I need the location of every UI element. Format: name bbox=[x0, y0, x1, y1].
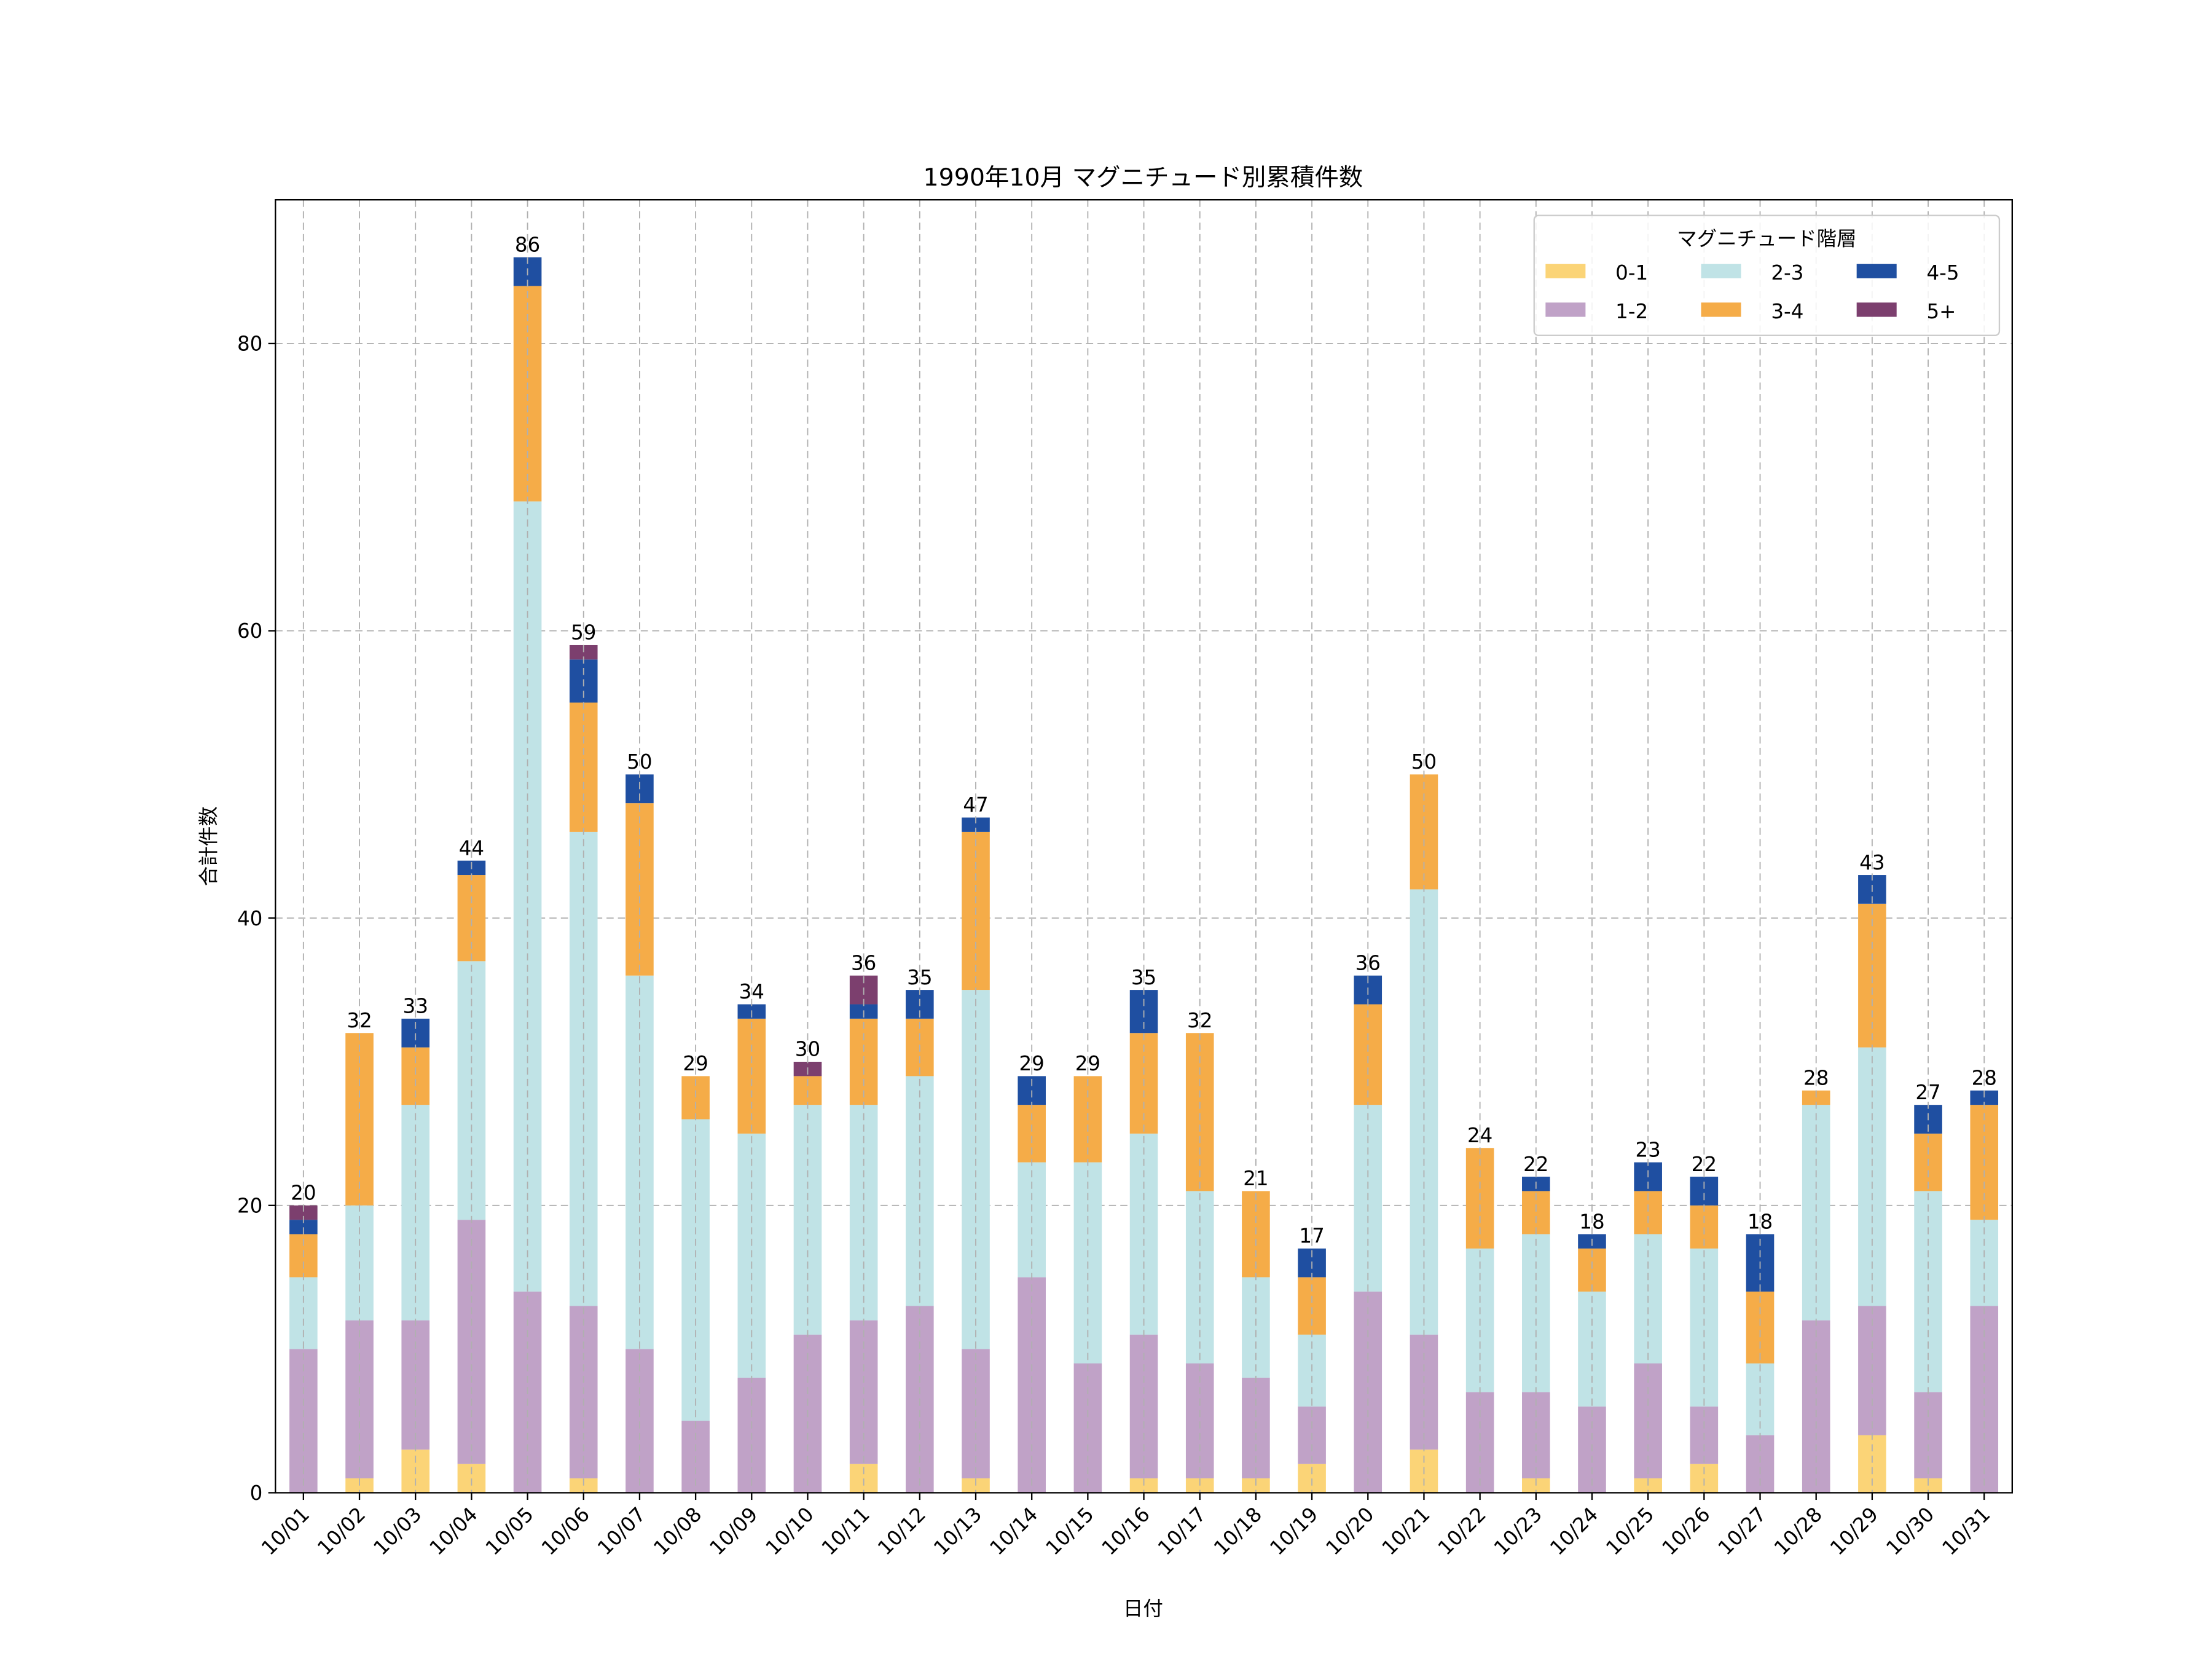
legend-swatch-2-3 bbox=[1701, 264, 1741, 278]
bar-segment-5+ bbox=[569, 645, 598, 660]
bar-segment-4-5 bbox=[289, 1220, 318, 1234]
legend: マグニチュード階層 0-1 1-2 2-3 3-4 4-5 5+ bbox=[1533, 214, 2001, 336]
x-tick-label: 10/10 bbox=[761, 1502, 818, 1559]
x-tick-label: 10/24 bbox=[1545, 1502, 1602, 1559]
legend-label: 5+ bbox=[1926, 300, 1956, 323]
legend-swatch-3-4 bbox=[1701, 302, 1741, 317]
y-tick-label: 0 bbox=[250, 1481, 263, 1505]
axes: 02040608010/0110/0210/0310/0410/0510/061… bbox=[237, 332, 1995, 1560]
x-tick-label: 10/01 bbox=[257, 1502, 314, 1559]
bar-segment-3-4 bbox=[1746, 1292, 1775, 1363]
y-tick-label: 20 bbox=[237, 1194, 262, 1217]
legend-title: マグニチュード階層 bbox=[1677, 227, 1857, 250]
x-tick-label: 10/18 bbox=[1209, 1502, 1266, 1559]
bar-segment-3-4 bbox=[1354, 1004, 1382, 1105]
x-tick-label: 10/04 bbox=[425, 1502, 482, 1559]
x-tick-label: 10/13 bbox=[929, 1502, 986, 1559]
x-tick-label: 10/23 bbox=[1489, 1502, 1547, 1559]
x-tick-label: 10/29 bbox=[1826, 1502, 1883, 1559]
x-tick-label: 10/15 bbox=[1041, 1502, 1099, 1559]
legend-swatch-5+ bbox=[1856, 302, 1897, 317]
y-tick-label: 60 bbox=[237, 619, 262, 643]
legend-label: 0-1 bbox=[1615, 261, 1648, 284]
bar-segment-3-4 bbox=[569, 702, 598, 832]
y-tick-label: 40 bbox=[237, 907, 262, 930]
x-tick-label: 10/30 bbox=[1881, 1502, 1939, 1559]
legend-label: 4-5 bbox=[1926, 261, 1959, 284]
x-tick-label: 10/14 bbox=[985, 1502, 1042, 1559]
x-tick-label: 10/02 bbox=[313, 1502, 370, 1559]
bar-segment-2-3 bbox=[962, 990, 990, 1349]
y-axis-label: 合計件数 bbox=[197, 806, 221, 886]
x-tick-label: 10/20 bbox=[1321, 1502, 1378, 1559]
legend-label: 3-4 bbox=[1771, 300, 1803, 323]
x-tick-label: 10/03 bbox=[369, 1502, 426, 1559]
y-tick-label: 80 bbox=[237, 332, 262, 356]
legend-swatch-0-1 bbox=[1545, 264, 1586, 278]
bar-segment-4-5 bbox=[962, 817, 990, 832]
legend-swatch-1-2 bbox=[1545, 302, 1586, 317]
x-tick-label: 10/07 bbox=[593, 1502, 650, 1559]
x-tick-label: 10/21 bbox=[1378, 1502, 1435, 1559]
legend-label: 1-2 bbox=[1615, 300, 1648, 323]
x-tick-label: 10/06 bbox=[537, 1502, 594, 1559]
bar-segment-2-3 bbox=[906, 1076, 934, 1306]
bar-segment-1-2 bbox=[401, 1320, 430, 1450]
x-tick-label: 10/19 bbox=[1265, 1502, 1322, 1559]
x-tick-label: 10/26 bbox=[1658, 1502, 1715, 1559]
x-tick-label: 10/22 bbox=[1433, 1502, 1491, 1559]
bar-segment-2-3 bbox=[1242, 1277, 1270, 1378]
x-tick-label: 10/11 bbox=[817, 1502, 874, 1559]
bar-segment-4-5 bbox=[1690, 1177, 1719, 1206]
bar-segment-2-3 bbox=[1410, 889, 1438, 1335]
bar-segment-1-2 bbox=[1802, 1320, 1830, 1493]
x-tick-label: 10/05 bbox=[481, 1502, 538, 1559]
bar-segment-4-5 bbox=[1970, 1090, 1999, 1105]
legend-swatch-4-5 bbox=[1856, 264, 1897, 278]
x-axis-label: 日付 bbox=[1123, 1597, 1163, 1620]
x-tick-label: 10/08 bbox=[649, 1502, 706, 1559]
bar-segment-3-4 bbox=[1802, 1090, 1830, 1105]
x-tick-label: 10/17 bbox=[1153, 1502, 1210, 1559]
bar-segment-5+ bbox=[289, 1205, 318, 1220]
chart-title: 1990年10月 マグニチュード別累積件数 bbox=[923, 163, 1363, 192]
x-tick-label: 10/31 bbox=[1937, 1502, 1994, 1559]
bar-segment-1-2 bbox=[1465, 1392, 1494, 1493]
x-tick-label: 10/27 bbox=[1714, 1502, 1771, 1559]
x-tick-label: 10/16 bbox=[1097, 1502, 1155, 1559]
x-tick-label: 10/28 bbox=[1770, 1502, 1827, 1559]
x-tick-label: 10/09 bbox=[705, 1502, 762, 1559]
x-tick-label: 10/12 bbox=[873, 1502, 930, 1559]
legend-label: 2-3 bbox=[1771, 261, 1803, 284]
x-tick-label: 10/25 bbox=[1601, 1502, 1658, 1559]
